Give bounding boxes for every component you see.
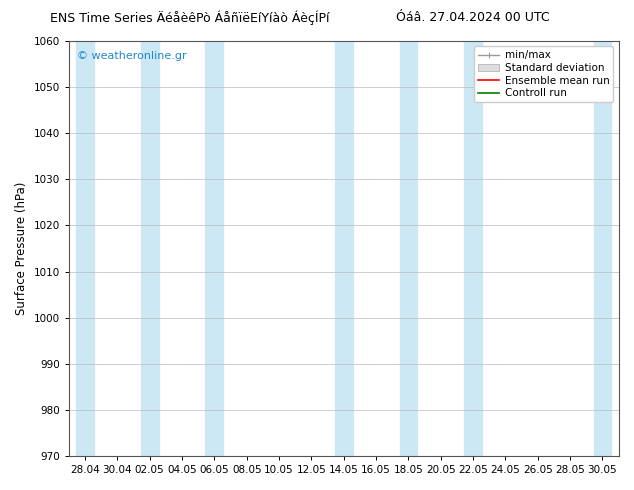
Text: Óáâ. 27.04.2024 00 UTC: Óáâ. 27.04.2024 00 UTC bbox=[396, 11, 549, 24]
Text: ENS Time Series ÄéåèêPò ÁåñïëEíYíàò ÁèçÍPí: ENS Time Series ÄéåèêPò ÁåñïëEíYíàò ÁèçÍ… bbox=[51, 11, 330, 25]
Bar bbox=[399, 41, 417, 456]
Bar bbox=[141, 41, 158, 456]
Bar bbox=[76, 41, 94, 456]
Bar bbox=[593, 41, 611, 456]
Y-axis label: Surface Pressure (hPa): Surface Pressure (hPa) bbox=[15, 182, 28, 315]
Legend: min/max, Standard deviation, Ensemble mean run, Controll run: min/max, Standard deviation, Ensemble me… bbox=[474, 46, 614, 102]
Text: © weatheronline.gr: © weatheronline.gr bbox=[77, 51, 186, 61]
Bar bbox=[205, 41, 223, 456]
Bar bbox=[464, 41, 482, 456]
Bar bbox=[335, 41, 353, 456]
